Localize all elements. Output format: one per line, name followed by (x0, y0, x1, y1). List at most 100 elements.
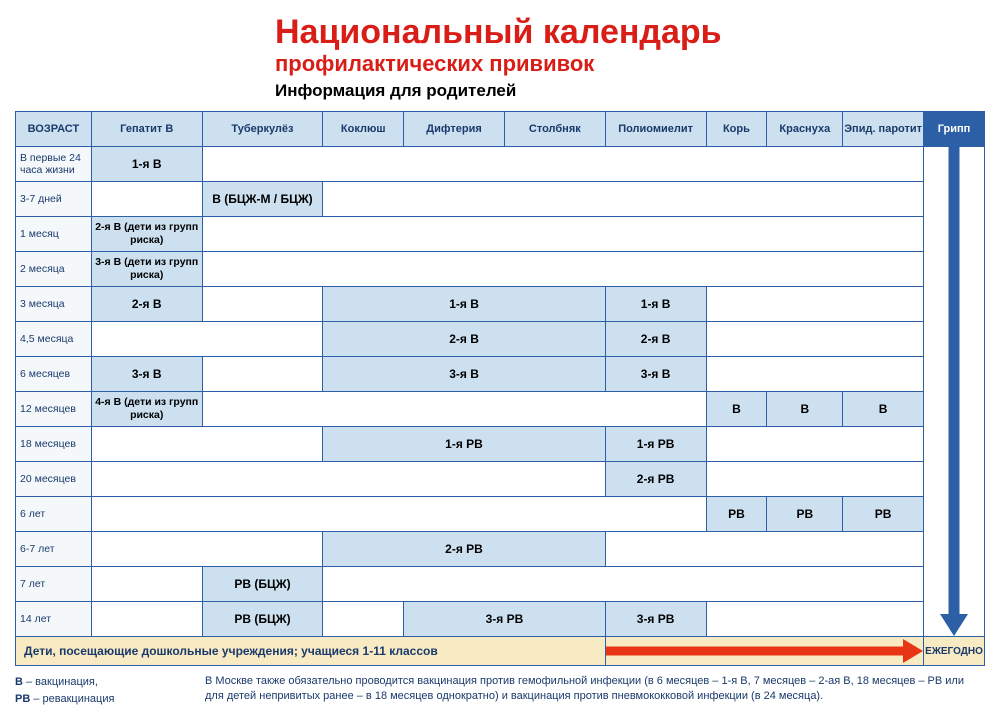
table-row: 18 месяцев1-я РВ1-я РВ (16, 427, 985, 462)
empty-cell (706, 602, 924, 637)
footer-annual: ЕЖЕГОДНО (924, 637, 985, 666)
age-cell: 20 месяцев (16, 462, 92, 497)
table-row: 3-7 дней В (БЦЖ-М / БЦЖ) (16, 182, 985, 217)
empty-cell (202, 392, 706, 427)
age-cell: 3 месяца (16, 287, 92, 322)
age-cell: 4,5 месяца (16, 322, 92, 357)
dose-cell: В (706, 392, 767, 427)
dose-cell: РВ (БЦЖ) (202, 567, 323, 602)
age-cell: 1 месяц (16, 217, 92, 252)
table-row: 2 месяца3-я В (дети из групп риска) (16, 252, 985, 287)
empty-cell (91, 322, 322, 357)
table-row: 1 месяц2-я В (дети из групп риска) (16, 217, 985, 252)
dose-cell: 3-я В (323, 357, 605, 392)
dose-cell: 2-я РВ (605, 462, 706, 497)
dose-cell: 2-я РВ (323, 532, 605, 567)
empty-cell (202, 252, 923, 287)
arrow-down-head-icon (940, 614, 968, 636)
empty-cell (202, 357, 323, 392)
empty-cell (91, 532, 322, 567)
dose-cell: 2-я В (605, 322, 706, 357)
table-row: 20 месяцев 2-я РВ (16, 462, 985, 497)
dose-cell: 3-я В (дети из групп риска) (91, 252, 202, 287)
table-header-row: ВОЗРАСТГепатит ВТуберкулёзКоклюшДифтерия… (16, 112, 985, 147)
age-cell: В первые 24 часа жизни (16, 147, 92, 182)
column-header: Полиомиелит (605, 112, 706, 147)
empty-cell (202, 217, 923, 252)
page-subtitle: профилактических прививок (275, 51, 985, 77)
empty-cell (91, 462, 605, 497)
table-row: 4,5 месяца 2-я В2-я В (16, 322, 985, 357)
dose-cell: В (767, 392, 843, 427)
dose-cell: РВ (БЦЖ) (202, 602, 323, 637)
dose-cell: 2-я В (323, 322, 605, 357)
table-row: 6 месяцев3-я В3-я В3-я В (16, 357, 985, 392)
table-row: 6-7 лет 2-я РВ (16, 532, 985, 567)
empty-cell (605, 532, 923, 567)
empty-cell (706, 462, 924, 497)
footer-text: Дети, посещающие дошкольные учреждения; … (16, 637, 606, 666)
empty-cell (91, 182, 202, 217)
empty-cell (91, 602, 202, 637)
legend-rv-val: – ревакцинация (30, 693, 114, 705)
column-header: Туберкулёз (202, 112, 323, 147)
column-header: Коклюш (323, 112, 404, 147)
age-cell: 7 лет (16, 567, 92, 602)
empty-cell (202, 287, 323, 322)
table-row: 14 летРВ (БЦЖ)3-я РВ3-я РВ (16, 602, 985, 637)
age-cell: 3-7 дней (16, 182, 92, 217)
dose-cell: 2-я В (дети из групп риска) (91, 217, 202, 252)
empty-cell (91, 427, 322, 462)
dose-cell: 3-я РВ (404, 602, 606, 637)
legend-v-key: В (15, 676, 23, 688)
empty-cell (706, 287, 924, 322)
age-cell: 6-7 лет (16, 532, 92, 567)
legend-keys: В – вакцинация, РВ – ревакцинация (15, 674, 205, 707)
column-header: ВОЗРАСТ (16, 112, 92, 147)
dose-cell: 4-я В (дети из групп риска) (91, 392, 202, 427)
table-body: В первые 24 часа жизни1-я В3-7 днейВ (БЦ… (16, 147, 985, 666)
legend-rv-key: РВ (15, 693, 30, 705)
arrow-right-icon (606, 647, 903, 656)
arrow-down-icon (949, 147, 960, 614)
dose-cell: В (843, 392, 924, 427)
legend: В – вакцинация, РВ – ревакцинация В Моск… (15, 674, 985, 707)
dose-cell: 3-я РВ (605, 602, 706, 637)
dose-cell: 1-я РВ (323, 427, 605, 462)
column-header: Дифтерия (404, 112, 505, 147)
dose-cell: В (БЦЖ-М / БЦЖ) (202, 182, 323, 217)
empty-cell (323, 602, 404, 637)
age-cell: 12 месяцев (16, 392, 92, 427)
page-info: Информация для родителей (275, 81, 985, 101)
age-cell: 2 месяца (16, 252, 92, 287)
table-row: 3 месяца2-я В1-я В1-я В (16, 287, 985, 322)
flu-arrow-cell (924, 147, 985, 637)
dose-cell: РВ (767, 497, 843, 532)
footer-row: Дети, посещающие дошкольные учреждения; … (16, 637, 985, 666)
empty-cell (323, 567, 924, 602)
empty-cell (706, 322, 924, 357)
column-header: Эпид. паротит (843, 112, 924, 147)
footer-arrow-cell (605, 637, 923, 666)
page-title: Национальный календарь (275, 15, 985, 49)
dose-cell: 3-я В (91, 357, 202, 392)
dose-cell: 1-я РВ (605, 427, 706, 462)
age-cell: 6 месяцев (16, 357, 92, 392)
empty-cell (91, 497, 706, 532)
column-header: Столбняк (504, 112, 605, 147)
table-row: 6 летРВРВРВ (16, 497, 985, 532)
empty-cell (202, 147, 923, 182)
legend-v-val: – вакцинация, (23, 676, 98, 688)
empty-cell (706, 427, 924, 462)
dose-cell: 3-я В (605, 357, 706, 392)
arrow-right-head-icon (903, 639, 923, 663)
column-header: Грипп (924, 112, 985, 147)
vaccination-table: ВОЗРАСТГепатит ВТуберкулёзКоклюшДифтерия… (15, 111, 985, 666)
table-row: В первые 24 часа жизни1-я В (16, 147, 985, 182)
column-header: Гепатит В (91, 112, 202, 147)
dose-cell: 1-я В (91, 147, 202, 182)
dose-cell: 1-я В (605, 287, 706, 322)
empty-cell (323, 182, 924, 217)
table-row: 12 месяцев4-я В (дети из групп риска)ВВВ (16, 392, 985, 427)
column-header: Краснуха (767, 112, 843, 147)
